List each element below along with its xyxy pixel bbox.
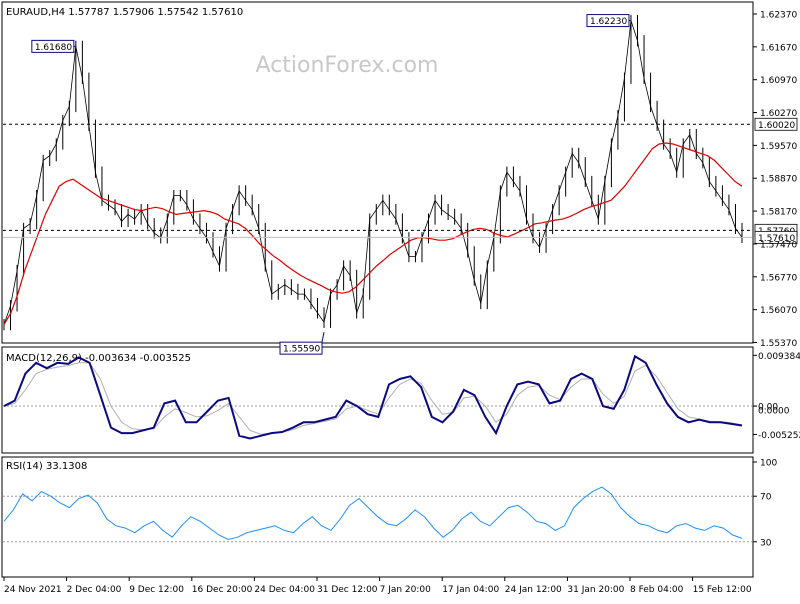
time-axis-label: 8 Feb 04:00 bbox=[630, 585, 684, 595]
moving-average-line bbox=[3, 142, 743, 325]
price-tick-label: 1.56070 bbox=[760, 306, 797, 316]
level-price-tag: 1.60020 bbox=[754, 117, 798, 131]
level-tag-label: 1.60020 bbox=[758, 121, 795, 131]
price-tick-label: 1.57470 bbox=[760, 240, 797, 250]
extreme-annotation: 1.61680 bbox=[31, 39, 76, 53]
macd-tick-label: 0.009384 bbox=[758, 352, 800, 362]
extreme-annotation: 1.55590 bbox=[279, 332, 325, 355]
price-tick-label: 1.60970 bbox=[760, 76, 797, 86]
price-tick-label: 1.55370 bbox=[760, 339, 797, 349]
time-axis-label: 2 Dec 04:00 bbox=[67, 585, 122, 595]
rsi-panel-frame bbox=[1, 456, 754, 578]
annotation-label: 1.62230 bbox=[590, 17, 627, 27]
price-series-line bbox=[3, 20, 743, 325]
rsi-plot bbox=[3, 486, 752, 543]
time-axis-label: 24 Jan 12:00 bbox=[505, 585, 562, 595]
price-tick-label: 1.58870 bbox=[760, 175, 797, 185]
price-plot: 1.61680 1.55590 1.62230 bbox=[3, 14, 752, 355]
axes: 1.600201.577601.576101.623701.616701.609… bbox=[3, 11, 800, 595]
macd-tick-label: -0.005252 bbox=[758, 431, 800, 441]
time-axis-label: 24 Dec 04:00 bbox=[254, 585, 315, 595]
time-axis-label: 7 Jan 20:00 bbox=[380, 585, 432, 595]
macd-panel-frame bbox=[1, 346, 754, 454]
annotation-label: 1.61680 bbox=[35, 43, 72, 53]
rsi-header: RSI(14) 33.1308 bbox=[6, 461, 87, 472]
time-axis-label: 24 Nov 2021 bbox=[4, 585, 62, 595]
level-tag-label: 1.57610 bbox=[758, 234, 795, 244]
macd-main-line bbox=[3, 354, 743, 440]
time-axis-label: 17 Jan 04:00 bbox=[442, 585, 499, 595]
price-tick-label: 1.58170 bbox=[760, 208, 797, 218]
macd-header: MACD(12,26,9) -0.003634 -0.003525 bbox=[6, 353, 191, 364]
time-axis-label: 31 Jan 20:00 bbox=[567, 585, 624, 595]
price-header: EURAUD,H4 1.57787 1.57906 1.57542 1.5761… bbox=[6, 7, 243, 18]
level-tag-box bbox=[754, 117, 798, 131]
price-panel-frame bbox=[1, 1, 754, 344]
annotation-label: 1.55590 bbox=[283, 345, 320, 355]
extreme-annotation: 1.62230 bbox=[586, 14, 631, 27]
time-axis-label: 9 Dec 12:00 bbox=[129, 585, 184, 595]
price-tick-label: 1.61670 bbox=[760, 43, 797, 53]
macd-tick-label: 0.0000 bbox=[758, 407, 790, 417]
macd-signal-line bbox=[3, 362, 743, 435]
level-price-tag: 1.57610 bbox=[754, 230, 798, 244]
price-tick-label: 1.62370 bbox=[760, 11, 797, 21]
level-tag-box bbox=[754, 230, 798, 244]
rsi-tick-label: 70 bbox=[760, 493, 772, 503]
price-tick-label: 1.59570 bbox=[760, 142, 797, 152]
rsi-tick-label: 30 bbox=[760, 538, 772, 548]
price-tick-label: 1.60270 bbox=[760, 109, 797, 119]
annotation-box bbox=[279, 341, 323, 355]
time-axis-label: 15 Feb 12:00 bbox=[693, 585, 752, 595]
watermark-text: ActionForex.com bbox=[256, 53, 439, 78]
price-tick-label: 1.56770 bbox=[760, 273, 797, 283]
annotation-leader bbox=[321, 332, 325, 343]
rsi-tick-label: 100 bbox=[760, 459, 777, 469]
time-axis-label: 16 Dec 20:00 bbox=[192, 585, 253, 595]
macd-plot bbox=[3, 354, 752, 440]
rsi-line bbox=[3, 486, 743, 541]
time-axis-label: 31 Dec 12:00 bbox=[317, 585, 378, 595]
macd-tick-label: 0.00 bbox=[758, 403, 778, 413]
